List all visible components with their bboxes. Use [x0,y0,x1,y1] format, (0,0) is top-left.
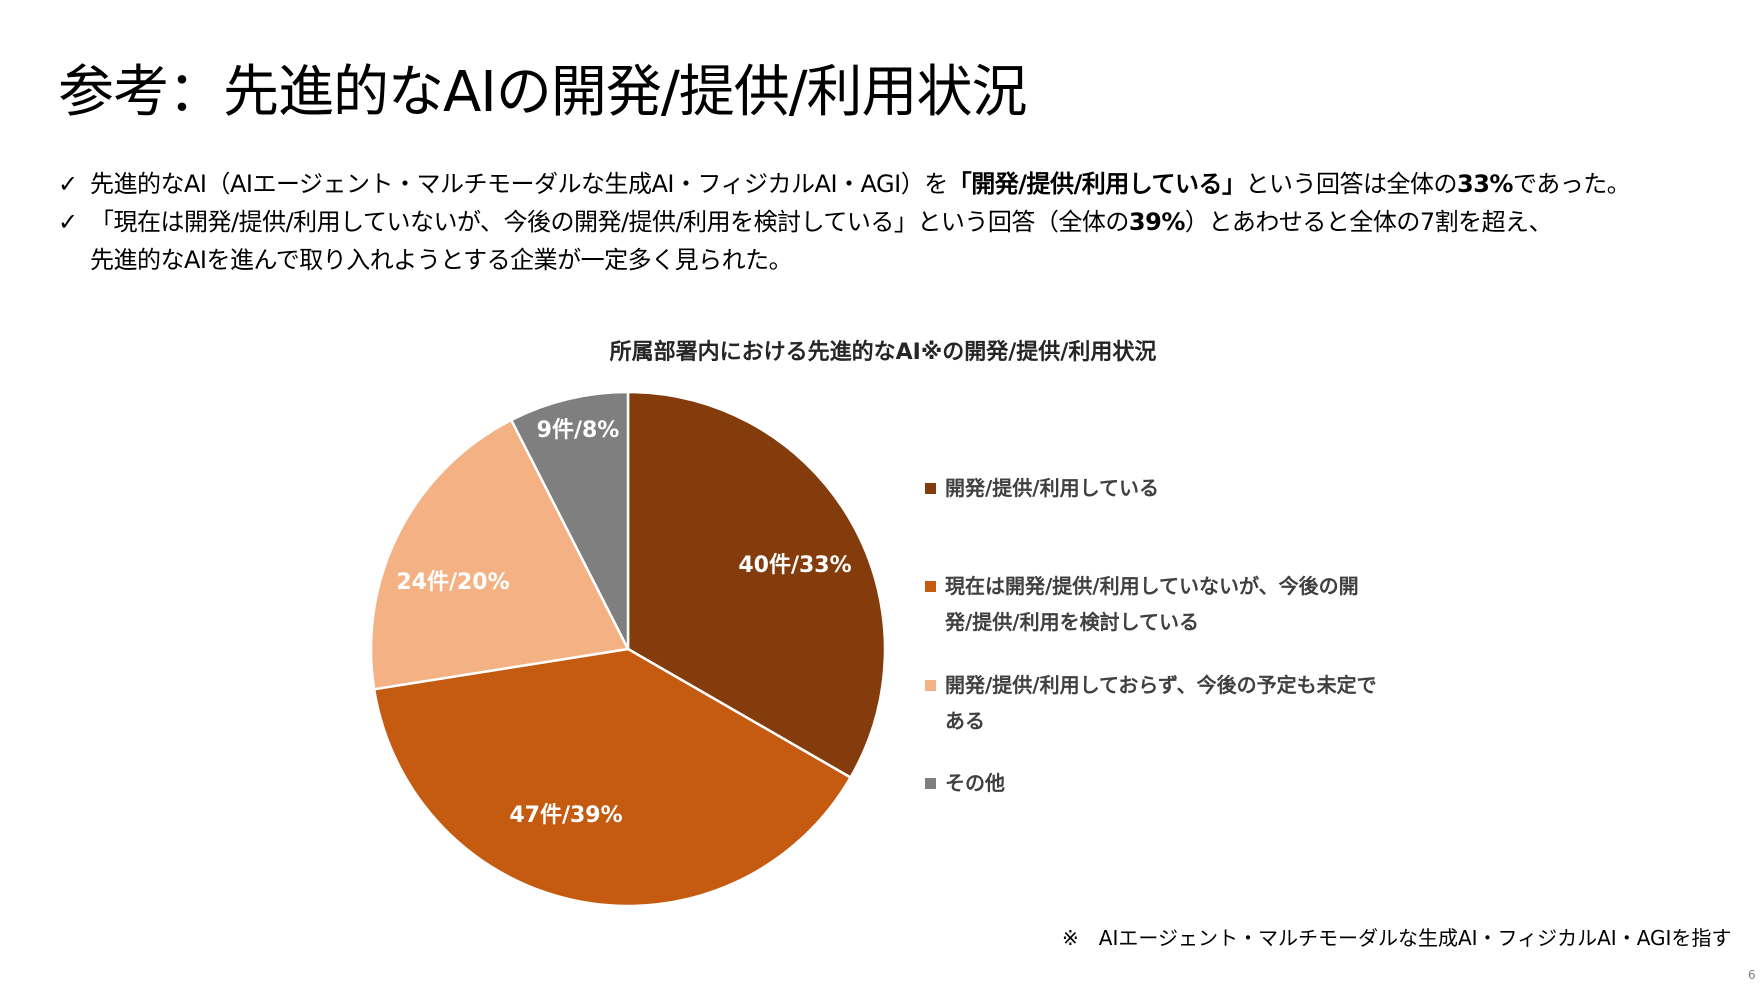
legend-label: 発/提供/利用を検討している [945,610,1200,634]
page-number: 6 [1748,968,1756,982]
legend-label: 開発/提供/利用している [945,476,1160,500]
pie-slice [369,418,630,691]
legend-label: 開発/提供/利用しておらず、今後の予定も未定で [945,673,1377,697]
data-label: 9件/8% [537,418,620,443]
slide-title: 参考：先進的なAIの開発/提供/利用状況 [58,60,1028,125]
pie-slice [626,390,887,780]
bullet-text: という回答は全体の [1245,170,1458,198]
legend-swatch [925,483,936,494]
bullet-continuation: 先進的なAIを進んで取り入れようとする企業が一定多く見られた。 [90,246,793,274]
legend-swatch [925,778,936,789]
bullet-item: ✓ 「現在は開発/提供/利用していないが、今後の開発/提供/利用を検討している」… [58,203,1630,279]
check-icon: ✓ [58,208,78,236]
legend-item: 開発/提供/利用しておらず、今後の予定も未定で ある [925,667,1435,739]
chart-title: 所属部署内における先進的なAI※の開発/提供/利用状況 [609,340,1157,365]
data-label: 40件/33% [738,553,851,578]
legend-item: その他 [925,765,1435,801]
legend-label: 現在は開発/提供/利用していないが、今後の開 [945,574,1359,598]
pie-slice [372,647,853,908]
pie-slice [509,390,630,650]
legend-item: 現在は開発/提供/利用していないが、今後の開 発/提供/利用を検討している [925,568,1435,640]
bullet-emphasis: 「開発/提供/利用している」 [947,170,1246,198]
legend-swatch [925,680,936,691]
legend-item: 開発/提供/利用している [925,470,1435,506]
data-label: 47件/39% [509,803,622,828]
bullet-list: ✓ 先進的なAI（AIエージェント・マルチモーダルな生成AI・フィジカルAI・A… [58,165,1631,279]
bullet-item: ✓ 先進的なAI（AIエージェント・マルチモーダルな生成AI・フィジカルAI・A… [58,165,1631,203]
check-icon: ✓ [58,170,78,198]
data-label: 24件/20% [396,570,509,595]
legend-label: その他 [945,771,1005,795]
legend-label: ある [945,709,985,733]
bullet-text: ）とあわせると全体の7割を超え、 [1184,208,1553,236]
bullet-text: 「現在は開発/提供/利用していないが、今後の開発/提供/利用を検討している」とい… [90,208,1129,236]
bullet-emphasis: 39% [1128,208,1185,236]
footnote: ※ AIエージェント・マルチモーダルな生成AI・フィジカルAI・AGIを指す [1062,926,1732,950]
bullet-text: 先進的なAI（AIエージェント・マルチモーダルな生成AI・フィジカルAI・AGI… [90,170,948,198]
legend-swatch [925,581,936,592]
bullet-text: であった。 [1512,170,1631,198]
bullet-emphasis: 33% [1457,170,1513,198]
